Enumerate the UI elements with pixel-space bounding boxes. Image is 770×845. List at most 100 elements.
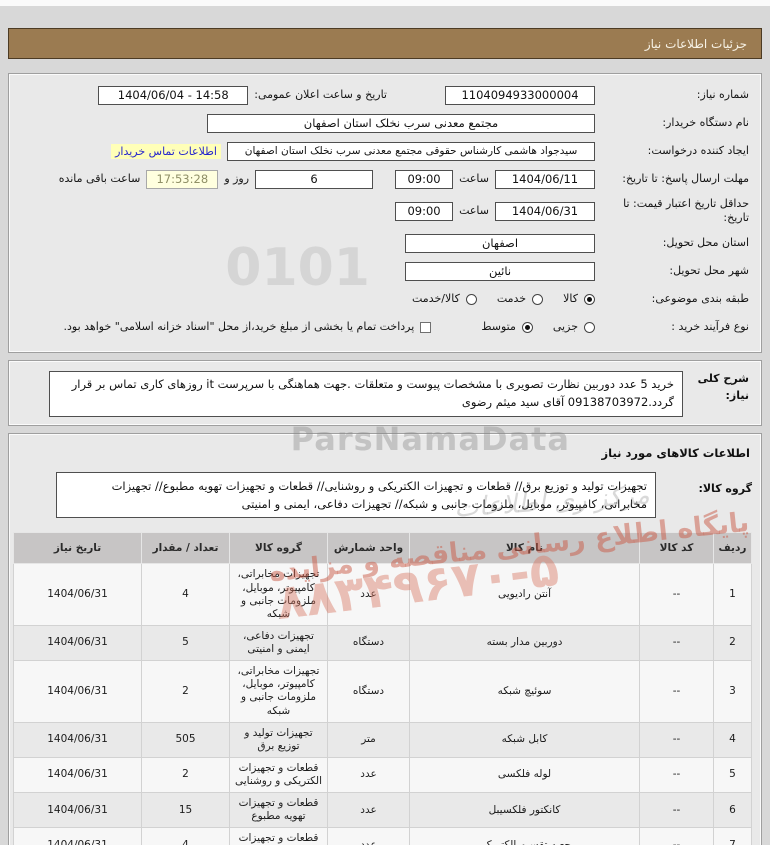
reply-deadline-date-field[interactable]: 1404/06/11 (495, 169, 595, 189)
city-row: شهر محل تحویل: نائین (19, 260, 749, 282)
table-cell: تجهیزات مخابراتی، کامپیوتر، موبایل، ملزو… (229, 563, 328, 626)
items-table-head: ردیف کد کالا نام کالا واحد شمارش گروه کالا تع… (13, 532, 752, 565)
price-validity-label: حداقل تاریخ اعتبار قیمت: تا تاریخ: (623, 197, 749, 224)
table-cell: 4 (141, 827, 230, 845)
table-cell: تجهیزات دفاعی، ایمنی و امنیتی (229, 624, 328, 662)
radio-goods-label: کالا (563, 292, 578, 306)
treasury-checkbox[interactable] (420, 321, 432, 333)
goods-group-row: گروه کالا: تجهیزات تولید و توزیع برق// ق… (18, 471, 752, 519)
table-cell: 5 (141, 624, 230, 662)
items-table-header-cell: واحد شمارش (327, 532, 410, 565)
radio-partial[interactable] (584, 321, 595, 333)
table-cell: کابل شبکه (409, 721, 640, 758)
reply-deadline-label: مهلت ارسال پاسخ: تا تاریخ: (622, 172, 749, 186)
table-cell: 1404/06/31 (13, 721, 142, 758)
page-title: جزئیات اطلاعات نیاز (644, 36, 747, 51)
table-cell: -- (639, 827, 714, 845)
table-cell: -- (639, 624, 714, 662)
radio-goods[interactable] (584, 293, 595, 305)
table-cell: -- (639, 721, 714, 758)
table-cell: قطعات و تجهیزات الکتریکی و روشنایی (229, 827, 328, 845)
request-creator-label: ایجاد کننده درخواست: (647, 144, 749, 158)
price-validity-hour-label: ساعت (459, 204, 489, 218)
subject-class-row: طبقه بندی موضوعی: کالا خدمت کالا/خدمت (19, 288, 749, 310)
province-row: استان محل تحویل: اصفهان (19, 232, 749, 254)
province-field[interactable]: اصفهان (405, 233, 595, 253)
table-cell: 505 (141, 721, 230, 758)
items-table-header-cell: تعداد / مقدار (141, 532, 230, 565)
request-creator-row: ایجاد کننده درخواست: سیدجواد هاشمی کارشن… (19, 140, 749, 162)
table-row: 7 -- جعبه تقسیم الکتریکی عدد قطعات و تجهیزات… (13, 827, 752, 845)
buyer-org-row: نام دستگاه خریدار: مجتمع معدنی سرب نخلک … (19, 112, 749, 134)
table-cell: 5 (713, 756, 752, 794)
items-table: ردیف کد کالا نام کالا واحد شمارش گروه کالا تع… (13, 532, 752, 845)
subject-class-label: طبقه بندی موضوعی: (651, 292, 749, 306)
table-cell: دستگاه (327, 624, 410, 662)
table-cell: 15 (141, 792, 230, 829)
table-cell: تجهیزات مخابراتی، کامپیوتر، موبایل، ملزو… (229, 660, 328, 723)
buyer-contact-link[interactable]: اطلاعات تماس خریدار (111, 143, 221, 159)
table-cell: 4 (713, 721, 752, 758)
announce-field[interactable]: 1404/06/04 - 14:58 (98, 85, 249, 105)
announce-label: تاریخ و ساعت اعلان عمومی: (254, 88, 387, 102)
table-cell: 1404/06/31 (13, 660, 142, 723)
days-remaining-field: 6 (255, 169, 374, 189)
table-cell: قطعات و تجهیزات الکتریکی و روشنایی (229, 756, 328, 794)
items-panel-title: اطلاعات کالاهای مورد نیاز (601, 445, 750, 460)
radio-medium-label: متوسط (481, 320, 516, 334)
table-cell: عدد (327, 827, 410, 845)
price-validity-hour-field[interactable]: 09:00 (395, 201, 454, 221)
province-label: استان محل تحویل: (662, 236, 749, 250)
table-row: 4 -- کابل شبکه متر تجهیزات تولید و توزیع برق… (13, 721, 752, 758)
buyer-org-field[interactable]: مجتمع معدنی سرب نخلک استان اصفهان (207, 113, 595, 133)
need-number-field[interactable]: 1104094933000004 (445, 85, 595, 105)
table-row: 6 -- کانکتور فلکسیبل عدد قطعات و تجهیزات تهو… (13, 792, 752, 829)
goods-group-label: گروه کالا: (698, 481, 752, 495)
radio-service-label: خدمت (496, 292, 527, 306)
items-table-header-cell: ردیف (713, 532, 752, 565)
radio-goods-service[interactable] (465, 293, 477, 305)
price-validity-date-field[interactable]: 1404/06/31 (495, 201, 595, 221)
goods-group-field[interactable]: تجهیزات تولید و توزیع برق// قطعات و تجهی… (56, 471, 656, 519)
radio-partial-label: جزیی (552, 320, 578, 334)
items-table-header-cell: تاریخ نیاز (13, 532, 142, 565)
table-cell: عدد (327, 756, 410, 794)
table-cell: 1404/06/31 (13, 756, 142, 794)
description-label: شرح کلی نیاز: (697, 372, 749, 402)
reply-deadline-hour-label: ساعت (459, 172, 489, 186)
table-cell: متر (327, 721, 410, 758)
days-remaining-label: روز و (224, 172, 250, 186)
radio-medium[interactable] (521, 321, 533, 333)
table-cell: دوربین مدار بسته (409, 624, 640, 662)
reply-deadline-row: مهلت ارسال پاسخ: تا تاریخ: 1404/06/11 سا… (19, 168, 749, 190)
countdown-timer: 17:53:28 (146, 169, 219, 189)
request-creator-field[interactable]: سیدجواد هاشمی کارشناس حقوقی مجتمع معدنی … (227, 141, 595, 161)
table-row: 2 -- دوربین مدار بسته دستگاه تجهیزات دفاعی، … (13, 624, 752, 662)
table-cell: عدد (327, 792, 410, 829)
items-table-header-cell: گروه کالا (229, 532, 328, 565)
items-table-header-cell: کد کالا (639, 532, 714, 565)
table-cell: 7 (713, 827, 752, 845)
table-cell: 1404/06/31 (13, 792, 142, 829)
table-cell: 1404/06/31 (13, 563, 142, 626)
radio-service[interactable] (532, 293, 544, 305)
reply-deadline-hour-field[interactable]: 09:00 (395, 169, 454, 189)
table-cell: 4 (141, 563, 230, 626)
top-strip (0, 0, 770, 6)
description-field[interactable]: خرید 5 عدد دوربین نظارت تصویری با مشخصات… (49, 371, 683, 417)
table-row: 1 -- آنتن رادیویی عدد تجهیزات مخابراتی، کامپ… (13, 563, 752, 626)
info-panel: شماره نیاز: 1104094933000004 تاریخ و ساع… (8, 73, 762, 353)
buyer-org-label: نام دستگاه خریدار: (662, 116, 749, 130)
table-cell: -- (639, 792, 714, 829)
treasury-checkbox-label: پرداخت تمام یا بخشی از مبلغ خرید،از محل … (63, 320, 415, 334)
radio-goods-service-label: کالا/خدمت (412, 292, 460, 306)
process-type-label: نوع فرآیند خرید : (671, 320, 749, 334)
items-panel: اطلاعات کالاهای مورد نیاز گروه کالا: تجه… (8, 432, 762, 845)
city-field[interactable]: نائین (405, 261, 595, 281)
table-cell: 6 (713, 792, 752, 829)
table-cell: عدد (327, 563, 410, 626)
countdown-label: ساعت باقی مانده (58, 172, 141, 186)
table-cell: 1404/06/31 (13, 624, 142, 662)
table-cell: سوئیچ شبکه (409, 660, 640, 723)
